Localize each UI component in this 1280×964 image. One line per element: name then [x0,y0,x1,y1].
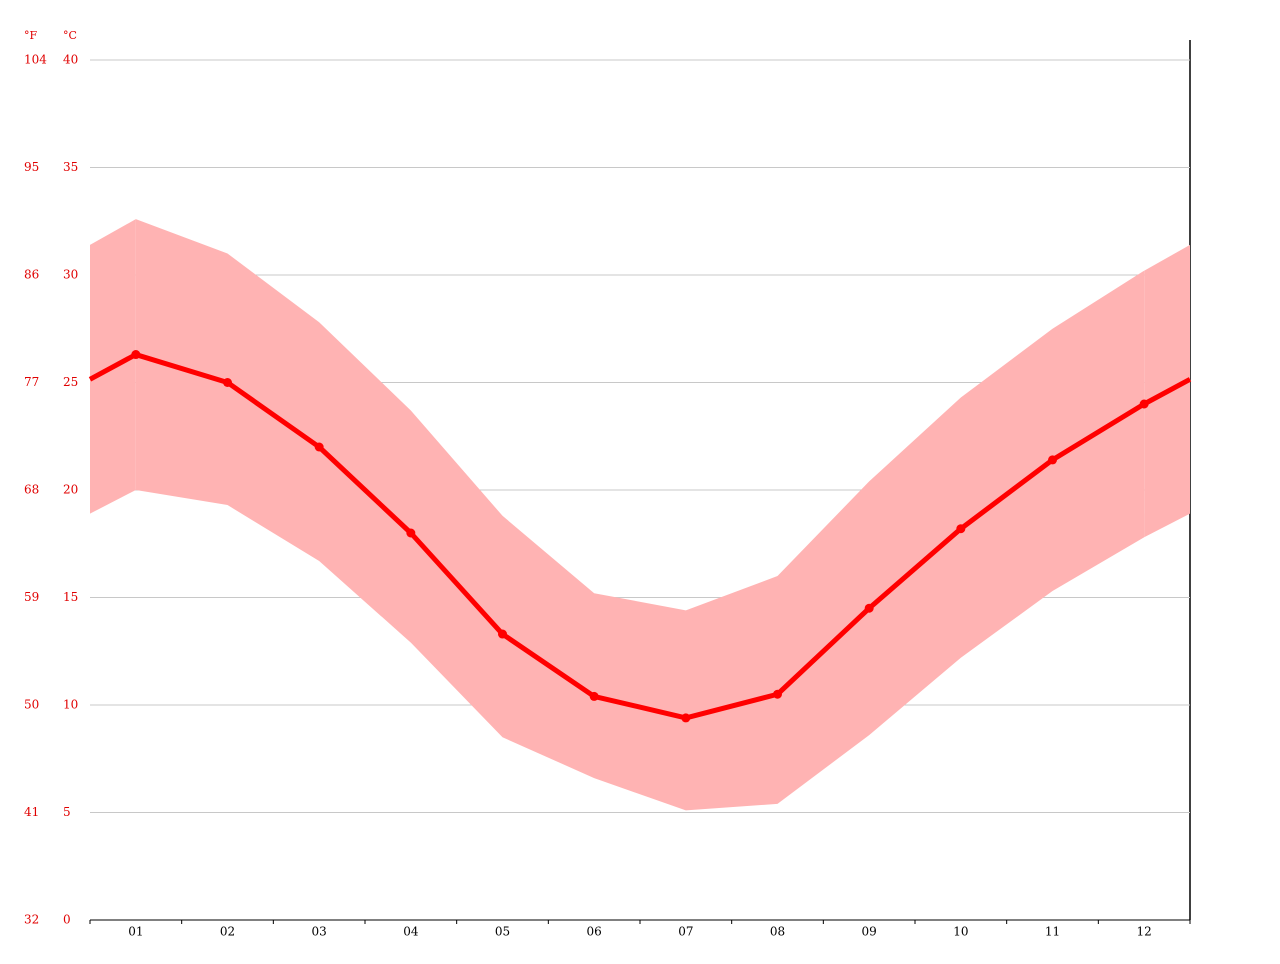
x-tick-label: 05 [495,925,510,939]
x-tick-label: 08 [770,925,785,939]
x-tick-label: 10 [953,925,968,939]
point [131,350,141,360]
y2-tick-label: 86 [24,268,39,282]
y2-tick-label: 95 [24,160,39,174]
x-tick-label: 03 [312,925,327,939]
point [773,689,782,699]
x-tick-label: 01 [128,925,143,939]
x-tick-label: 11 [1045,925,1060,939]
y-tick-label: 40 [63,53,78,67]
point [681,713,691,723]
y2-tick-label: 68 [24,483,39,497]
line-edge [88,352,138,382]
x-tick-label: 02 [220,925,235,939]
x-tick-label: 09 [862,925,877,939]
x-tick-label: 07 [678,925,693,939]
point [1139,399,1149,409]
y-tick-label: 25 [63,375,78,389]
y2-tick-label: 104 [24,53,47,67]
y-tick-label: 15 [63,590,78,604]
y-tick-label: 35 [63,160,78,174]
line-edge [1142,377,1192,407]
x-tick-label: 06 [587,925,602,939]
y-tick-label: 30 [63,268,78,282]
y2-tick-label: 41 [24,805,39,819]
y-tick-label: 0 [63,913,71,927]
point [589,691,599,701]
point [956,524,966,534]
x-tick-label: 12 [1137,925,1152,939]
x-tick-label: 04 [403,925,419,939]
y2-tick-label: 77 [24,375,39,389]
point [406,528,416,538]
y2-tick-label: 59 [24,590,39,604]
y2-unit: °F [24,29,38,42]
y-tick-label: 5 [63,805,71,819]
point [223,378,232,387]
y2-tick-label: 32 [24,913,39,927]
y-tick-label: 20 [63,483,78,497]
point [314,442,324,452]
y-unit: °C [63,29,77,42]
point [498,629,507,639]
range-band [135,219,1145,811]
point [864,603,874,613]
y-tick-label: 10 [63,698,78,712]
point [1048,455,1057,465]
y2-tick-label: 50 [24,698,39,712]
line [135,352,1146,721]
